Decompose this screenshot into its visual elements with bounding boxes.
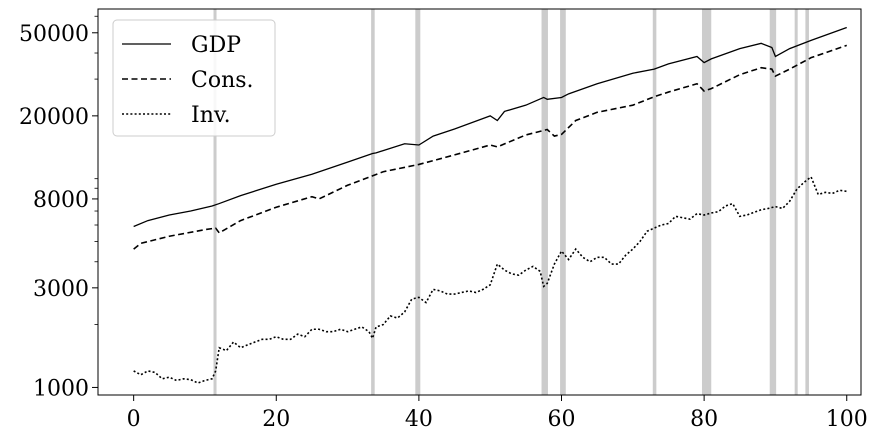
- y-tick-label: 50000: [19, 22, 89, 47]
- series-line-cons: [133, 44, 848, 250]
- recession-band: [652, 9, 657, 395]
- recession-band: [371, 9, 375, 395]
- y-tick-label: 20000: [19, 105, 89, 130]
- y-tick-label: 3000: [33, 277, 89, 302]
- series-lines: [133, 26, 848, 384]
- legend-box: [112, 19, 276, 137]
- legend-label: Cons.: [191, 68, 254, 93]
- recession-band: [794, 9, 798, 395]
- recession-bands: [213, 9, 809, 395]
- legend-label: GDP: [191, 33, 241, 58]
- recession-band: [541, 9, 548, 395]
- recession-band: [560, 9, 566, 395]
- x-tick-label: 100: [826, 407, 868, 432]
- legend-label: Inv.: [191, 103, 231, 128]
- recession-band: [701, 9, 712, 395]
- y-tick-label: 8000: [33, 188, 89, 213]
- recession-band: [213, 9, 217, 395]
- series-line-gdp: [133, 26, 847, 228]
- x-tick-label: 0: [127, 407, 141, 432]
- plot-frame: [97, 8, 862, 396]
- x-tick-label: 60: [548, 407, 576, 432]
- x-tick-label: 20: [262, 407, 290, 432]
- recession-band: [415, 9, 421, 395]
- series-line-inv: [133, 175, 847, 384]
- legend: GDP Cons. Inv.: [112, 19, 276, 137]
- x-tick-label: 40: [405, 407, 433, 432]
- x-axis: 0 20 40 60 80 100: [127, 395, 868, 432]
- recession-band: [805, 9, 809, 395]
- y-tick-label: 1000: [33, 376, 89, 401]
- x-tick-label: 80: [690, 407, 718, 432]
- y-axis: 1000 3000 8000 20000 50000: [19, 15, 98, 401]
- recession-band: [769, 9, 777, 395]
